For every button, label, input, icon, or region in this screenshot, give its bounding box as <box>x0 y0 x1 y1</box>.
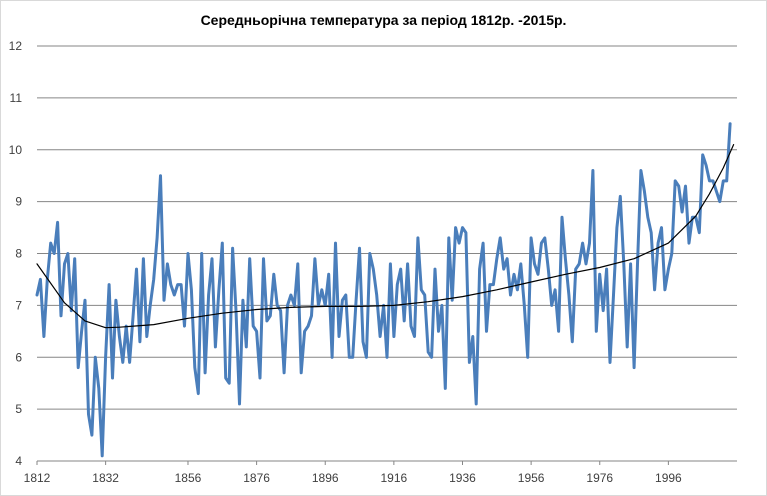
x-tick-label: 1812 <box>24 471 51 485</box>
y-tick-label: 10 <box>9 143 23 157</box>
x-axis-ticks: 1812 1832 1856 1876 1896 1916 1936 1956 1976 1996 <box>24 461 682 485</box>
y-axis-ticks: 4 5 6 7 8 9 10 11 12 <box>9 39 23 468</box>
x-tick-label: 1856 <box>175 471 202 485</box>
y-tick-label: 4 <box>15 454 22 468</box>
y-tick-label: 9 <box>15 195 22 209</box>
y-tick-label: 11 <box>10 91 23 105</box>
y-tick-label: 7 <box>15 298 22 312</box>
x-tick-label: 1896 <box>312 471 339 485</box>
x-tick-label: 1936 <box>449 471 476 485</box>
temperature-series-line <box>35 122 732 458</box>
y-tick-label: 8 <box>15 247 22 261</box>
x-tick-label: 1976 <box>586 471 613 485</box>
x-tick-label: 1876 <box>243 471 270 485</box>
x-tick-label: 1996 <box>655 471 682 485</box>
x-tick-label: 1956 <box>518 471 545 485</box>
trendline-series <box>36 144 735 329</box>
y-tick-label: 6 <box>15 350 22 364</box>
y-tick-label: 12 <box>9 39 23 53</box>
y-tick-label: 5 <box>15 402 22 416</box>
chart-title: Середньорічна температура за період 1812… <box>200 12 567 28</box>
series-layer <box>35 122 735 458</box>
x-tick-label: 1916 <box>381 471 408 485</box>
grid-lines <box>37 45 737 462</box>
x-tick-label: 1832 <box>92 471 119 485</box>
